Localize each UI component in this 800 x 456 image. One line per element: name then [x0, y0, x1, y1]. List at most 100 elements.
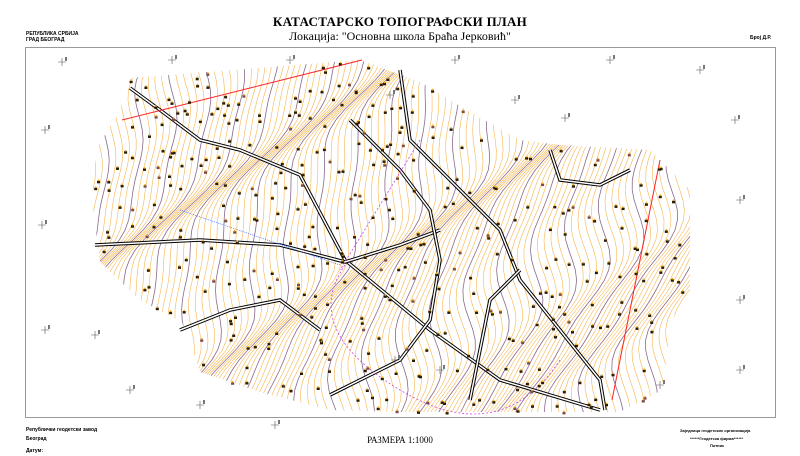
- point-marker: [199, 119, 202, 121]
- survey-point: [118, 206, 122, 209]
- survey-point: [443, 332, 447, 335]
- survey-point: [204, 171, 207, 174]
- point-marker: [399, 105, 402, 108]
- point-marker: [131, 124, 134, 127]
- point-marker: [447, 310, 450, 312]
- point-marker: [402, 143, 405, 146]
- point-marker: [233, 229, 236, 232]
- survey-point: [525, 382, 529, 386]
- survey-point: [281, 385, 285, 388]
- contour-line: [92, 60, 141, 412]
- point-marker: [338, 169, 340, 172]
- grid-cross-label: [743, 365, 745, 369]
- survey-point: [605, 403, 608, 407]
- survey-point: [106, 231, 110, 234]
- survey-point: [633, 247, 637, 250]
- contour-line: [222, 60, 384, 412]
- point-marker: [621, 225, 623, 228]
- point-marker: [618, 311, 621, 314]
- point-marker: [591, 302, 594, 305]
- grid-cross-label: [443, 365, 445, 369]
- point-marker: [243, 277, 246, 279]
- survey-point: [324, 353, 328, 356]
- survey-point: [131, 225, 134, 228]
- point-marker: [512, 338, 515, 340]
- contour-line: [481, 60, 638, 412]
- point-marker: [661, 265, 664, 267]
- survey-point: [327, 358, 331, 361]
- point-marker: [529, 156, 532, 159]
- survey-point: [368, 149, 372, 152]
- survey-point: [216, 107, 220, 111]
- point-marker: [131, 223, 134, 226]
- point-marker: [147, 267, 150, 270]
- survey-point: [554, 336, 557, 339]
- survey-point: [178, 266, 181, 269]
- survey-point: [496, 222, 500, 226]
- survey-point: [237, 103, 241, 106]
- point-marker: [276, 277, 279, 279]
- point-marker: [381, 147, 384, 150]
- survey-point: [426, 401, 430, 405]
- point-marker: [251, 186, 254, 189]
- survey-point: [337, 170, 341, 174]
- survey-point: [431, 136, 435, 139]
- survey-point: [289, 127, 293, 131]
- survey-point: [409, 247, 413, 250]
- survey-point: [188, 101, 191, 104]
- point-marker: [106, 229, 109, 232]
- survey-point: [172, 151, 176, 155]
- point-marker: [453, 266, 456, 269]
- contour-line: [687, 60, 690, 412]
- point-marker: [396, 409, 398, 412]
- contour-line: [591, 60, 690, 412]
- survey-point: [234, 316, 237, 319]
- point-marker: [387, 77, 389, 79]
- point-marker: [588, 402, 590, 405]
- document-number-label: Број Д.Р.: [750, 35, 772, 41]
- survey-point: [227, 282, 231, 286]
- point-marker: [298, 112, 301, 115]
- survey-point: [489, 310, 493, 313]
- point-marker: [336, 225, 339, 228]
- point-marker: [161, 122, 164, 124]
- contour-line: [185, 60, 339, 412]
- contour-line: [199, 60, 355, 412]
- contour-line: [149, 60, 293, 412]
- grid-cross-icon: [391, 356, 399, 364]
- point-marker: [505, 366, 507, 369]
- water-line: [179, 209, 341, 266]
- survey-point: [440, 401, 444, 404]
- survey-point: [587, 216, 591, 219]
- contour-line: [217, 60, 378, 412]
- survey-point: [169, 184, 173, 187]
- contour-line: [92, 60, 129, 412]
- survey-point: [620, 227, 624, 230]
- contour-line: [92, 60, 153, 412]
- survey-point: [545, 266, 549, 270]
- point-marker: [568, 207, 570, 210]
- survey-point: [380, 377, 384, 381]
- point-marker: [560, 148, 562, 151]
- survey-point: [229, 339, 233, 342]
- point-marker: [355, 89, 358, 91]
- point-marker: [297, 285, 300, 288]
- survey-point: [529, 157, 532, 161]
- survey-point: [348, 340, 352, 343]
- contour-line: [92, 60, 144, 412]
- survey-point: [275, 146, 279, 149]
- survey-point: [315, 151, 319, 154]
- point-marker: [349, 338, 352, 341]
- point-marker: [325, 325, 328, 327]
- point-marker: [444, 330, 447, 333]
- survey-point: [267, 342, 271, 346]
- survey-point: [130, 156, 134, 160]
- point-marker: [300, 371, 303, 373]
- survey-point: [365, 389, 369, 392]
- survey-point: [233, 231, 237, 234]
- contour-line: [638, 60, 690, 412]
- point-marker: [148, 284, 150, 287]
- institution-label: Републички геодетски завод: [26, 427, 98, 433]
- point-marker: [341, 102, 343, 105]
